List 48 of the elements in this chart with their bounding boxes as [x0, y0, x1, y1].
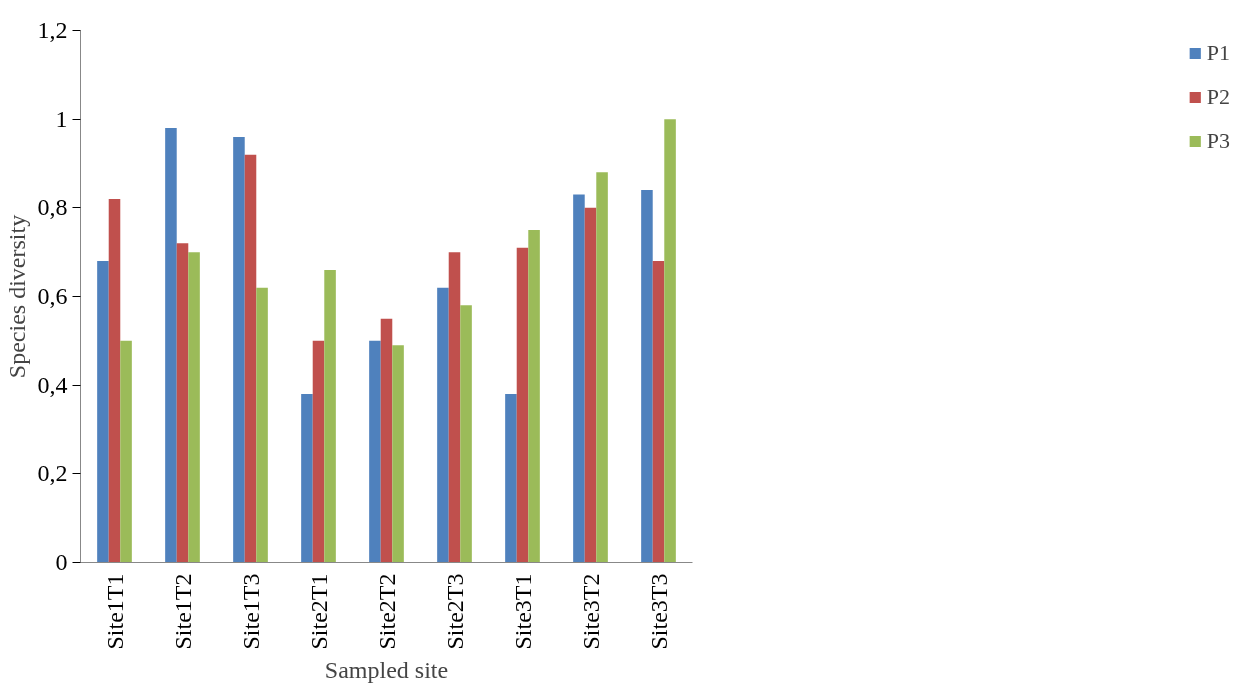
- bar: [528, 230, 540, 563]
- x-tick-label: Site1T2: [169, 573, 196, 650]
- bar: [596, 172, 608, 563]
- legend-label: P3: [1206, 128, 1230, 154]
- legend-label: P2: [1206, 84, 1230, 110]
- bar: [256, 287, 268, 563]
- bar: [369, 340, 381, 563]
- y-tick-label: 0,6: [37, 283, 68, 309]
- x-tick-label: Site2T3: [441, 573, 468, 650]
- bar: [301, 394, 313, 563]
- bar: [505, 394, 517, 563]
- bar: [380, 318, 393, 563]
- y-tick-label: 0,2: [37, 460, 68, 487]
- x-tick-label: Site2T2: [373, 573, 400, 650]
- x-tick-label: Site3T3: [645, 573, 672, 650]
- bar: [460, 305, 472, 563]
- x-axis-title: Sampled site: [324, 657, 449, 684]
- x-tick-label: Site1T1: [101, 573, 128, 650]
- bar: [664, 119, 676, 563]
- bar: [188, 252, 200, 563]
- x-tick-label: Site1T3: [237, 573, 264, 650]
- y-axis-title: Species diversity: [3, 214, 30, 379]
- bar: [108, 198, 121, 563]
- bar: [324, 269, 336, 563]
- bar: [392, 345, 404, 563]
- bar: [176, 243, 189, 563]
- x-tick-label: Site3T1: [509, 573, 536, 650]
- y-tick-label: 0: [55, 549, 68, 575]
- x-tick-label: Site3T2: [577, 573, 604, 650]
- bar: [233, 136, 245, 563]
- y-tick-label: 1,2: [37, 17, 68, 43]
- x-tick-label: Site2T1: [305, 573, 332, 650]
- bar: [516, 247, 529, 563]
- y-tick-label: 0,4: [37, 371, 68, 398]
- y-tick-label: 0,8: [37, 194, 68, 221]
- y-tick-label: 1: [55, 105, 68, 132]
- bar: [573, 194, 585, 563]
- bar: [165, 128, 177, 563]
- bar: [244, 154, 257, 563]
- bar: [120, 340, 132, 563]
- bar: [641, 190, 653, 563]
- bar: [652, 261, 665, 563]
- bar: [312, 340, 325, 563]
- bar: [437, 287, 449, 563]
- bar: [97, 261, 109, 563]
- legend-label: P1: [1206, 40, 1230, 66]
- bar: [448, 252, 461, 563]
- bar: [584, 207, 597, 563]
